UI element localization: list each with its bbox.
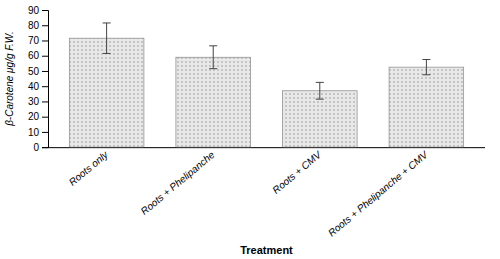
y-tick-mark — [42, 147, 48, 148]
y-axis: 0 10 20 30 40 50 60 70 80 90 — [28, 5, 49, 153]
error-bar-cap — [422, 59, 430, 60]
error-bar-cap — [103, 22, 111, 23]
x-axis-line — [48, 147, 485, 148]
y-axis-line — [42, 11, 49, 148]
x-tick-label: Roots + CMV — [270, 148, 324, 196]
y-tick: 30 — [28, 96, 48, 107]
y-tick: 10 — [28, 127, 48, 138]
y-tick-label: 70 — [28, 35, 40, 46]
y-tick-label: 50 — [28, 66, 40, 77]
y-tick-mark — [42, 101, 48, 102]
error-bar-cap — [103, 53, 111, 54]
y-tick: 40 — [28, 81, 48, 92]
x-tick: Roots + Phelipanche + CMV — [326, 148, 431, 238]
x-tick: Roots + Phelipanche — [139, 149, 217, 217]
error-bar — [316, 82, 324, 99]
y-tick-label: 30 — [28, 96, 40, 107]
y-tick: 60 — [28, 50, 48, 61]
bar — [282, 91, 357, 147]
y-tick: 80 — [28, 20, 48, 31]
x-tick-label: Roots + Phelipanche + CMV — [326, 148, 431, 238]
chart-container: Roots only Roots + Phelipanche Roots + CMV… — [0, 0, 500, 259]
error-bar-cap — [422, 74, 430, 75]
y-tick: 90 — [28, 5, 48, 16]
y-tick-label: 80 — [28, 20, 40, 31]
error-bar-stem — [426, 60, 427, 75]
error-bar-cap — [209, 68, 217, 69]
error-bar-cap — [316, 82, 324, 83]
y-tick-mark — [42, 10, 48, 11]
y-tick-label: 10 — [28, 127, 40, 138]
y-tick-label: 90 — [28, 5, 40, 16]
y-tick-mark — [42, 56, 48, 57]
bar — [69, 38, 144, 147]
y-tick-mark — [42, 117, 48, 118]
error-bar-cap — [316, 99, 324, 100]
y-tick-mark — [42, 40, 48, 41]
bar — [389, 67, 464, 147]
y-tick-mark — [42, 86, 48, 87]
error-bar — [103, 23, 111, 53]
y-tick-mark — [42, 25, 48, 26]
y-tick: 20 — [28, 111, 48, 122]
y-tick: 70 — [28, 35, 48, 46]
y-tick: 0 — [33, 142, 48, 153]
error-bar-stem — [319, 82, 320, 99]
error-bar — [422, 60, 430, 75]
error-bar — [209, 46, 217, 69]
chart: Roots only Roots + Phelipanche Roots + CMV… — [0, 0, 500, 259]
y-tick-mark — [42, 71, 48, 72]
y-tick-label: 20 — [28, 111, 40, 122]
x-axis: Roots only Roots + Phelipanche Roots + CMV… — [48, 148, 485, 239]
x-tick-label: Roots only — [67, 148, 111, 187]
y-tick-label: 0 — [33, 142, 39, 153]
error-bar-stem — [213, 46, 214, 69]
error-bar-cap — [209, 45, 217, 46]
plot-area — [69, 23, 463, 147]
y-tick-label: 40 — [28, 81, 40, 92]
x-axis-title: Treatment — [240, 244, 293, 256]
x-tick: Roots + CMV — [270, 148, 324, 196]
y-tick-label: 60 — [28, 50, 40, 61]
y-tick: 50 — [28, 66, 48, 77]
y-axis-title: β-Carotene μg/g F.W. — [4, 31, 15, 127]
error-bar-stem — [106, 23, 107, 53]
y-tick-mark — [42, 132, 48, 133]
bar — [176, 57, 251, 147]
error-bars — [103, 23, 431, 99]
x-tick-label: Roots + Phelipanche — [139, 149, 217, 217]
x-tick: Roots only — [67, 148, 111, 187]
